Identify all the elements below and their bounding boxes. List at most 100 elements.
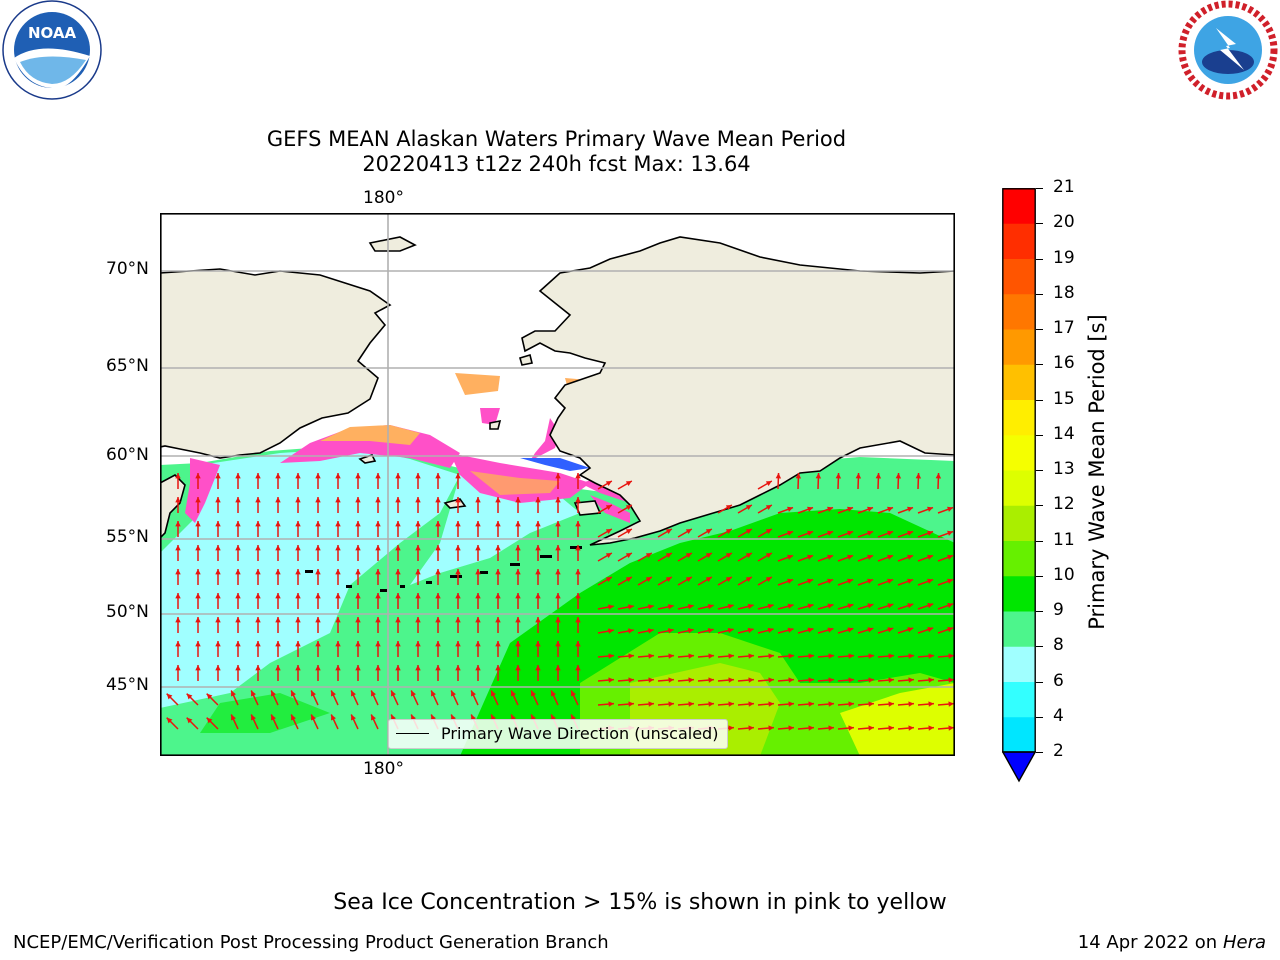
wave-vector-head	[927, 506, 934, 512]
wave-vector-head	[575, 665, 581, 671]
wave-vector-head	[195, 641, 201, 647]
wave-vector-head	[435, 569, 441, 575]
wave-vector-head	[887, 627, 894, 633]
wave-vector-head	[295, 569, 301, 575]
wave-vector-head	[685, 553, 692, 559]
wave-vector-head	[867, 554, 874, 560]
wave-vector-head	[628, 653, 634, 659]
wave-vector-head	[808, 653, 814, 659]
wave-vector-head	[787, 506, 794, 512]
wave-vector-head	[555, 473, 561, 479]
wave-vector-head	[647, 604, 654, 610]
wave-vector-head	[375, 497, 381, 503]
colorbar-tick-mark	[1036, 364, 1043, 366]
wave-vector-head	[907, 578, 914, 584]
wave-vector-head	[215, 521, 221, 527]
noaa-logo-text: NOAA	[28, 24, 77, 42]
wave-vector-head	[175, 665, 181, 671]
wave-vector-head	[495, 521, 501, 527]
chart-subtitle: 20220413 t12z 240h fcst Max: 13.64	[362, 152, 751, 176]
wave-vector-head	[295, 545, 301, 551]
colorbar-bin	[1002, 364, 1036, 400]
wave-vector-head	[948, 701, 954, 707]
wave-vector-head	[275, 473, 281, 479]
wave-vector-head	[708, 701, 714, 707]
wave-vector-head	[828, 677, 834, 683]
wave-vector-head	[455, 521, 461, 527]
wave-vector-head	[255, 617, 261, 623]
wave-vector-head	[807, 578, 814, 584]
wave-vector-head	[768, 677, 774, 683]
wave-vector-head	[435, 641, 441, 647]
colorbar-tick-label: 18	[1053, 282, 1075, 303]
wave-vector-head	[535, 545, 541, 551]
wave-vector-head	[235, 593, 241, 599]
wave-vector-head	[867, 578, 874, 584]
wave-vector-head	[295, 521, 301, 527]
wave-vector-head	[215, 473, 221, 479]
wave-vector-head	[175, 593, 181, 599]
wave-vector-head	[375, 665, 381, 671]
wave-vector-head	[707, 627, 714, 634]
wave-vector-head	[947, 554, 954, 560]
wave-vector-head	[828, 653, 834, 659]
wave-vector-head	[455, 569, 461, 575]
wave-vector-head	[535, 641, 541, 647]
wave-vector-head	[847, 578, 854, 584]
wave-vector-head	[765, 529, 772, 535]
wave-vector-head	[535, 521, 541, 527]
wave-vector-head	[768, 653, 774, 659]
wave-vector-head	[175, 617, 181, 623]
wave-vector-head	[828, 725, 834, 731]
wave-vector-head	[571, 714, 576, 721]
wave-vector-head	[687, 628, 694, 634]
wave-vector-head	[848, 677, 854, 683]
wave-vector-head	[948, 677, 954, 683]
wave-vector-head	[375, 641, 381, 647]
wave-vector-head	[847, 627, 854, 633]
wave-vector-head	[195, 665, 201, 671]
wave-vector-head	[888, 701, 894, 707]
wave-vector-head	[765, 577, 772, 583]
wave-vector-head	[748, 725, 754, 731]
wave-vector-head	[827, 506, 834, 512]
wave-vector-head	[271, 690, 276, 697]
wave-vector-head	[275, 569, 281, 575]
wave-vector-head	[331, 690, 336, 697]
wave-vector-head	[748, 701, 754, 707]
wave-vector-head	[511, 714, 516, 721]
wave-vector-head	[455, 641, 461, 647]
wave-vector-head	[331, 714, 336, 721]
wave-vector-head	[315, 593, 321, 599]
wave-vector-head	[867, 530, 874, 536]
wave-vector-head	[495, 665, 501, 671]
footer-date-text: 14 Apr 2022 on	[1077, 932, 1218, 953]
wave-vector-head	[355, 593, 361, 599]
wave-vector-head	[431, 690, 436, 697]
colorbar-tick-label: 2	[1053, 741, 1064, 761]
wave-vector-head	[947, 602, 954, 609]
colorbar-tick-label: 19	[1053, 247, 1075, 268]
wave-vector-head	[531, 690, 536, 697]
wave-vector-head	[335, 521, 341, 527]
wave-vector-head	[848, 653, 854, 659]
wave-vector-head	[395, 569, 401, 575]
wave-vector-head	[807, 554, 814, 560]
wave-vector-head	[435, 593, 441, 599]
wave-vector-head	[175, 473, 181, 479]
colorbar-tick-label: 16	[1053, 353, 1075, 374]
wave-vector-head	[295, 593, 301, 599]
wave-vector-head	[495, 593, 501, 599]
wave-vector-head	[907, 530, 914, 536]
wave-vector-head	[175, 521, 181, 527]
wave-vector-head	[745, 577, 752, 583]
wave-vector-head	[395, 593, 401, 599]
wave-vector-head	[787, 603, 794, 609]
wave-vector-head	[515, 497, 521, 503]
wave-vector-head	[391, 714, 396, 721]
wave-vector-head	[411, 714, 416, 721]
wave-vector-head	[947, 506, 954, 512]
wave-vector-head	[275, 497, 281, 503]
wave-vector-head	[707, 603, 714, 610]
wave-vector-head	[927, 578, 934, 584]
